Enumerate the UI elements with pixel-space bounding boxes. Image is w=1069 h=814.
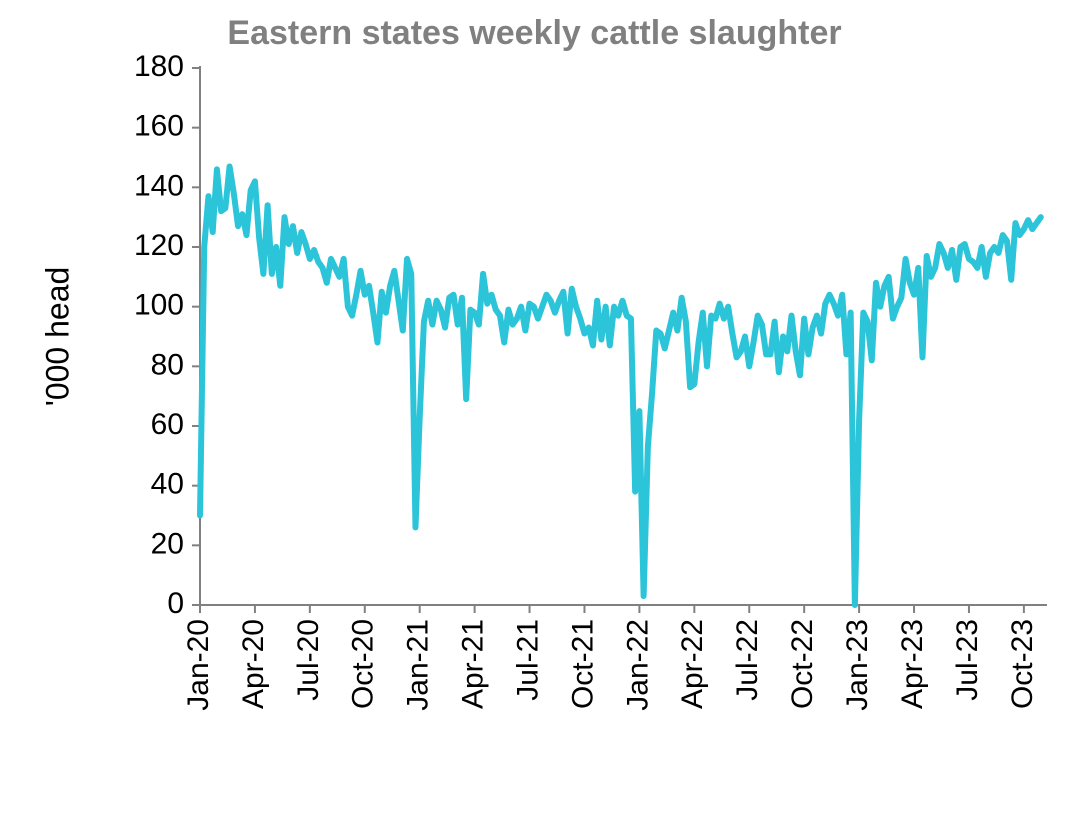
y-tick-label: 100 [134, 289, 184, 322]
line-chart: 0 20 40 60 80 100 120 140 160 180 Jan-20 Apr-20 Jul-… [0, 0, 1069, 814]
y-tick-label: 0 [167, 587, 184, 620]
x-tick-label: Jul-21 [511, 619, 544, 701]
data-line [200, 166, 1041, 605]
x-tick-label: Jul-22 [731, 619, 764, 701]
x-tick-label: Oct-23 [1006, 619, 1039, 709]
y-tick-label: 180 [134, 50, 184, 83]
y-tick-label: 140 [134, 169, 184, 202]
x-tick-label: Oct-22 [786, 619, 819, 709]
x-tick-label: Apr-23 [896, 619, 929, 709]
x-tick-label: Oct-21 [566, 619, 599, 709]
x-tick-label: Jan-20 [182, 619, 215, 711]
x-tick-label: Apr-21 [457, 619, 490, 709]
x-tick-label: Apr-22 [676, 619, 709, 709]
y-tick-label: 40 [151, 468, 184, 501]
chart-title: Eastern states weekly cattle slaughter [0, 14, 1069, 53]
y-tick-label: 120 [134, 229, 184, 262]
y-tick-label: 160 [134, 110, 184, 143]
x-tick-label: Apr-20 [237, 619, 270, 709]
x-tick-label: Oct-20 [347, 619, 380, 709]
y-tick-label: 60 [151, 408, 184, 441]
y-axis-label: '000 head [39, 267, 75, 407]
y-tick-label: 20 [151, 527, 184, 560]
x-tick-label: Jul-23 [951, 619, 984, 701]
x-tick-label: Jan-22 [621, 619, 654, 711]
x-tick-label: Jan-23 [841, 619, 874, 711]
x-tick-label: Jul-20 [292, 619, 325, 701]
chart-container: Eastern states weekly cattle slaughter 0… [0, 0, 1069, 814]
y-tick-label: 80 [151, 348, 184, 381]
x-tick-label: Jan-21 [402, 619, 435, 711]
